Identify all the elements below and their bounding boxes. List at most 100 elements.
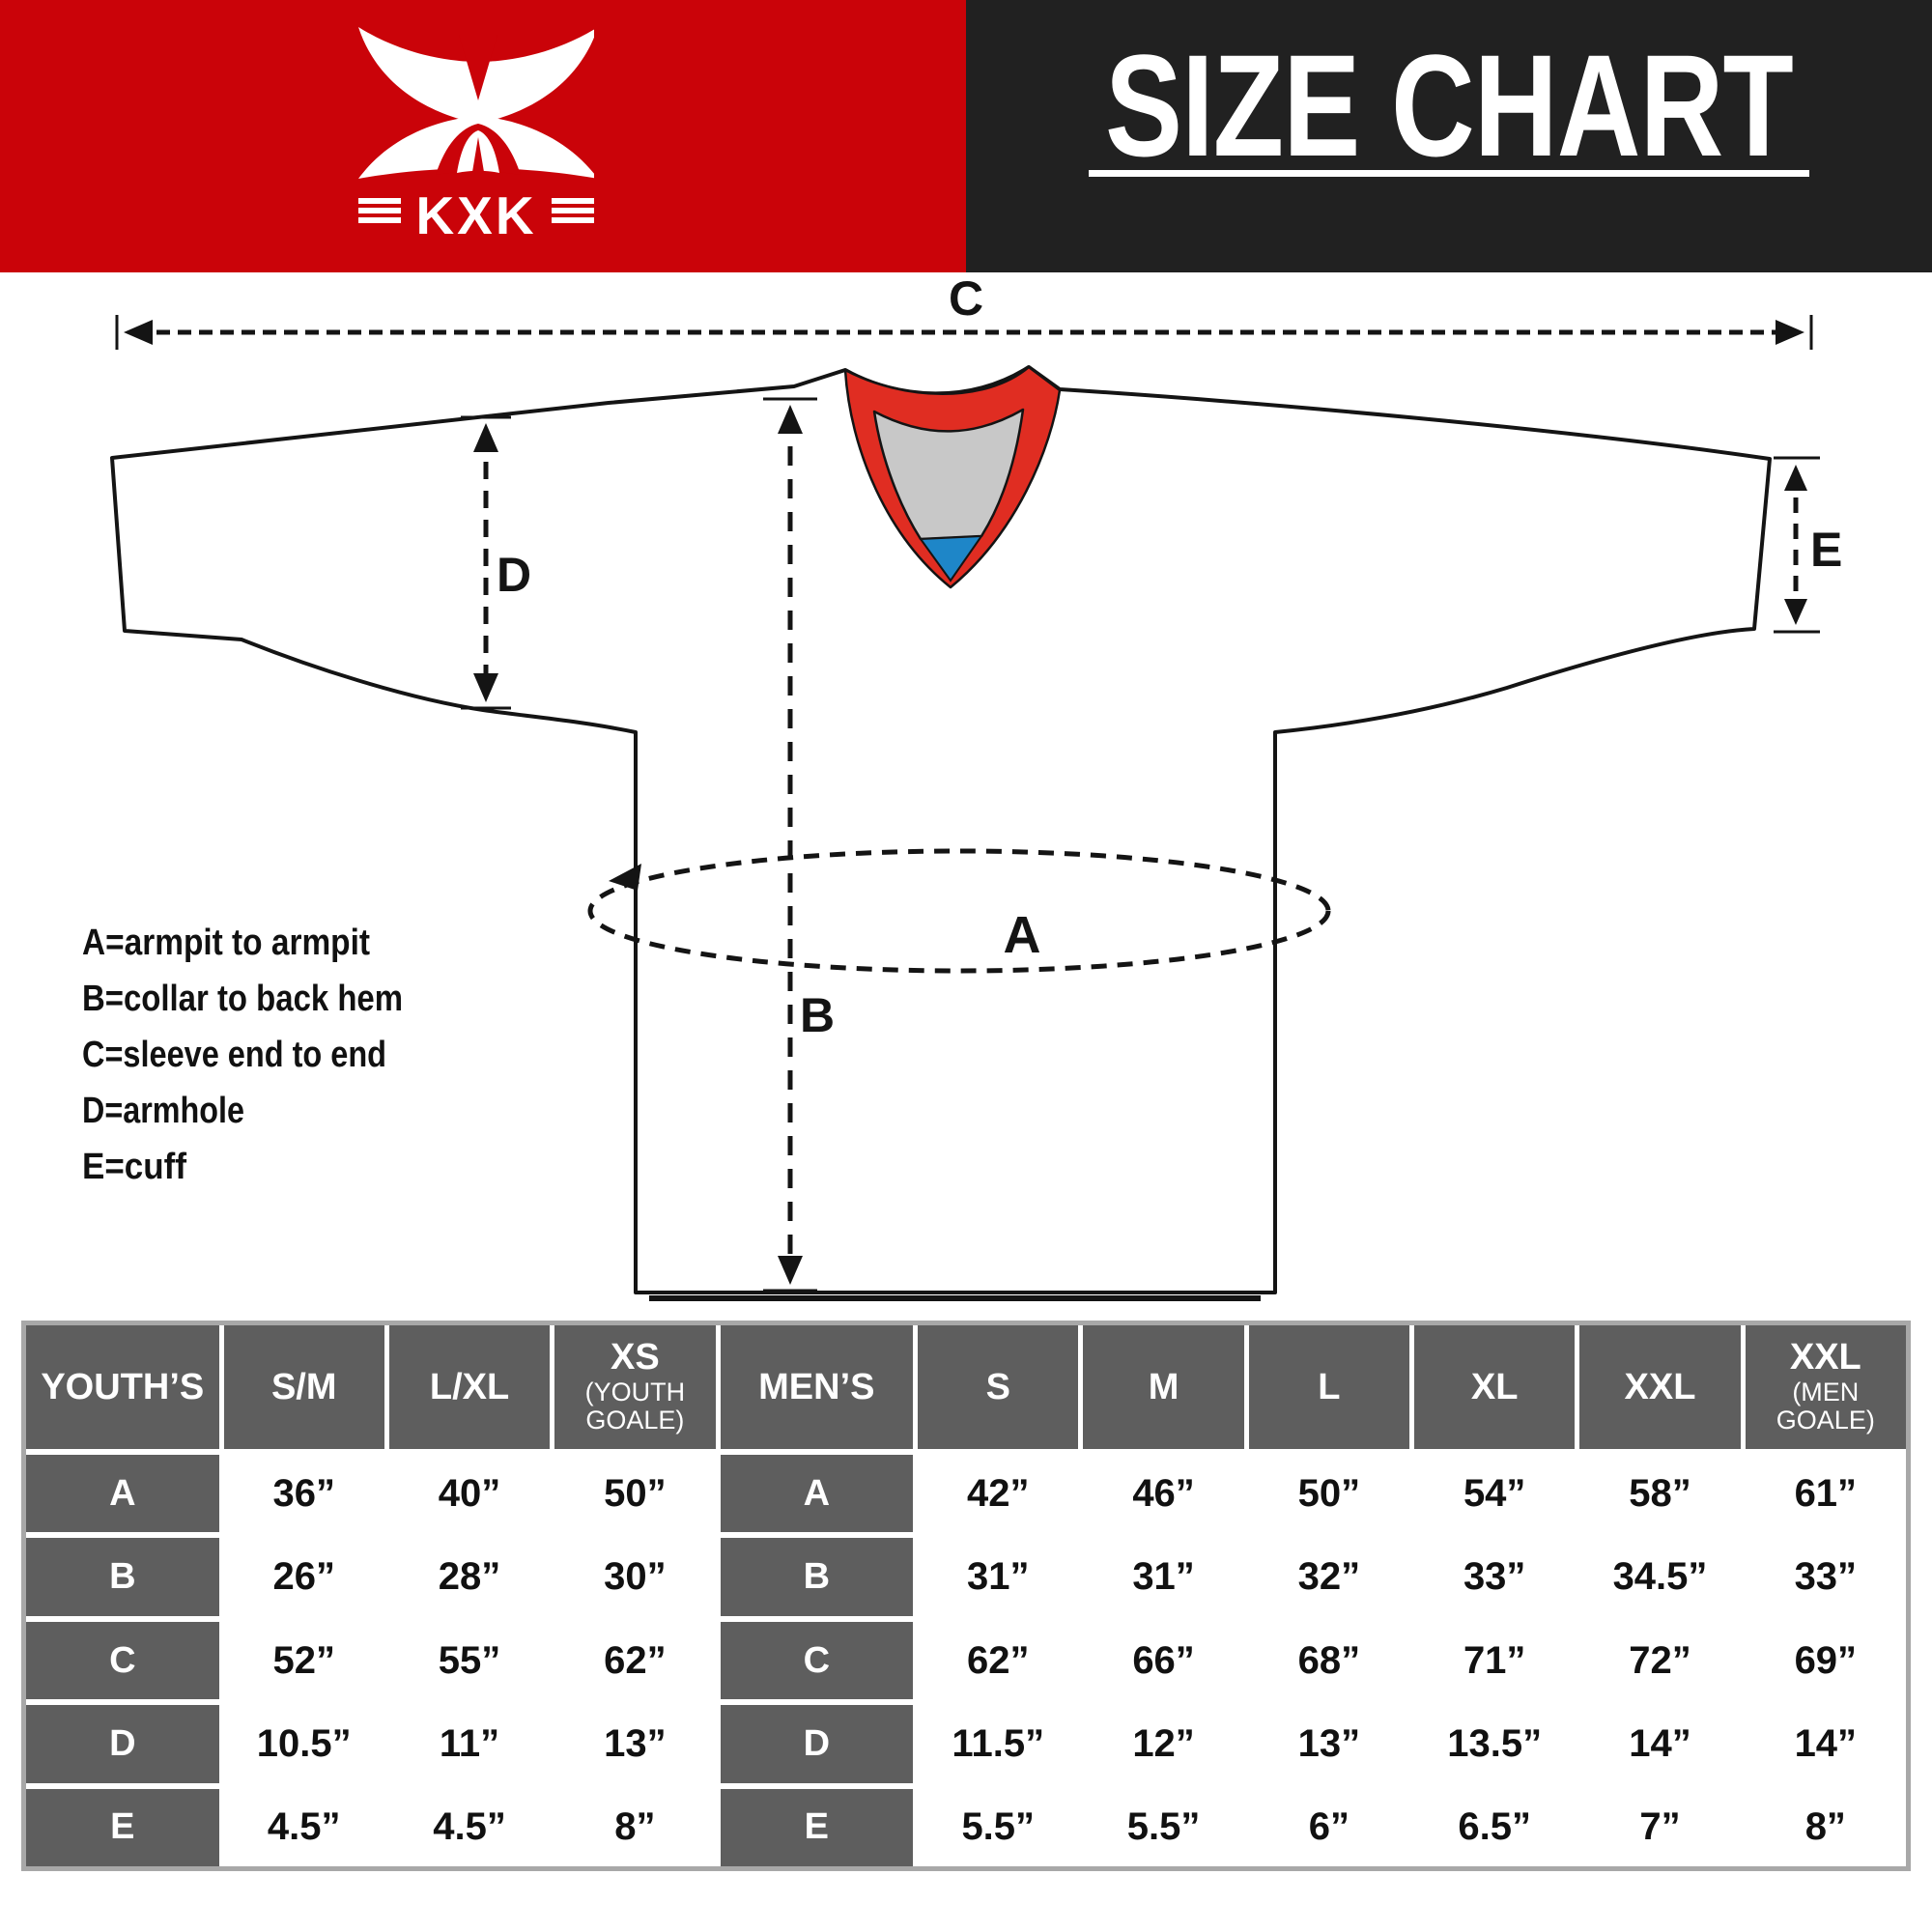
size-value-youth: 55” (388, 1621, 551, 1700)
column-header: S (918, 1325, 1079, 1449)
size-value-men: 33” (1414, 1538, 1576, 1616)
row-label-men: D (720, 1705, 914, 1783)
row-label-youth: C (26, 1621, 219, 1700)
label-d: D (497, 548, 531, 602)
legend-d: D=armhole (82, 1091, 244, 1131)
label-e: E (1810, 523, 1842, 577)
row-label-youth: D (26, 1705, 219, 1783)
size-value-youth: 13” (554, 1705, 716, 1783)
size-value-men: 66” (1083, 1621, 1244, 1700)
size-value-men: 68” (1248, 1621, 1410, 1700)
column-header: XXL (1579, 1325, 1741, 1449)
size-table: YOUTH’S S/M L/XL XS (YOUTH GOALE) MEN’S S M L XL X… (21, 1321, 1911, 1871)
row-label-youth: E (26, 1788, 219, 1867)
collar-inner-gray (872, 408, 1025, 541)
size-value-men: 11.5” (918, 1705, 1079, 1783)
legend-e: E=cuff (82, 1147, 186, 1187)
size-value-men: 5.5” (1083, 1788, 1244, 1867)
size-value-men: 33” (1745, 1538, 1906, 1616)
label-a: A (1004, 906, 1041, 964)
kxk-logo-text: KXK (415, 185, 536, 245)
size-value-youth: 4.5” (388, 1788, 551, 1867)
arrow-a-ellipse (587, 848, 1331, 974)
row-label-youth: B (26, 1538, 219, 1616)
size-value-men: 42” (918, 1455, 1079, 1533)
row-label-men: E (720, 1788, 914, 1867)
size-value-men: 61” (1745, 1455, 1906, 1533)
column-header: XL (1414, 1325, 1576, 1449)
size-value-men: 54” (1414, 1455, 1576, 1533)
column-header: YOUTH’S (26, 1325, 219, 1449)
row-label-men: A (720, 1455, 914, 1533)
size-value-youth: 52” (223, 1621, 384, 1700)
column-header: MEN’S (720, 1325, 914, 1449)
column-header: XS (YOUTH GOALE) (554, 1325, 716, 1449)
table-row: C 52” 55” 62” C 62” 66” 68” 71” 72” 69” (26, 1621, 1906, 1700)
size-value-men: 14” (1579, 1705, 1741, 1783)
size-value-men: 6” (1248, 1788, 1410, 1867)
label-b: B (800, 988, 835, 1042)
column-header: XXL (MEN GOALE) (1745, 1325, 1906, 1449)
size-value-youth: 4.5” (223, 1788, 384, 1867)
column-header: L/XL (388, 1325, 551, 1449)
page-title: SIZE CHART (1105, 24, 1794, 186)
size-value-youth: 40” (388, 1455, 551, 1533)
size-value-men: 6.5” (1414, 1788, 1576, 1867)
size-value-men: 31” (918, 1538, 1079, 1616)
size-value-youth: 8” (554, 1788, 716, 1867)
header-black-panel (966, 0, 1932, 272)
jersey-diagram: C D B E (82, 272, 1842, 1301)
size-value-men: 13.5” (1414, 1705, 1576, 1783)
column-header: L (1248, 1325, 1410, 1449)
arrow-e (1774, 456, 1820, 634)
size-value-men: 58” (1579, 1455, 1741, 1533)
size-value-men: 69” (1745, 1621, 1906, 1700)
collar-blue-insert (919, 534, 983, 582)
title-underline (1089, 170, 1809, 177)
arrow-b (763, 397, 817, 1293)
size-value-men: 62” (918, 1621, 1079, 1700)
collar (843, 365, 1062, 589)
size-value-men: 8” (1745, 1788, 1906, 1867)
row-label-men: C (720, 1621, 914, 1700)
size-value-youth: 36” (223, 1455, 384, 1533)
size-value-men: 7” (1579, 1788, 1741, 1867)
column-header: M (1083, 1325, 1244, 1449)
column-header: S/M (223, 1325, 384, 1449)
size-value-men: 34.5” (1579, 1538, 1741, 1616)
table-row: E 4.5” 4.5” 8” E 5.5” 5.5” 6” 6.5” 7” 8” (26, 1788, 1906, 1867)
kxk-logo-bars-icon (358, 198, 594, 223)
size-value-youth: 28” (388, 1538, 551, 1616)
size-value-youth: 62” (554, 1621, 716, 1700)
size-value-youth: 11” (388, 1705, 551, 1783)
size-value-men: 14” (1745, 1705, 1906, 1783)
size-value-men: 32” (1248, 1538, 1410, 1616)
size-value-men: 12” (1083, 1705, 1244, 1783)
size-value-youth: 30” (554, 1538, 716, 1616)
row-label-men: B (720, 1538, 914, 1616)
table-header-row: YOUTH’S S/M L/XL XS (YOUTH GOALE) MEN’S S M L XL X… (26, 1325, 1906, 1449)
legend-b: B=collar to back hem (82, 979, 403, 1019)
size-value-men: 50” (1248, 1455, 1410, 1533)
size-value-men: 72” (1579, 1621, 1741, 1700)
arrow-d (461, 415, 511, 710)
size-value-men: 31” (1083, 1538, 1244, 1616)
table-row: A 36” 40” 50” A 42” 46” 50” 54” 58” 61” (26, 1455, 1906, 1533)
arrow-c (115, 315, 1813, 350)
size-value-men: 46” (1083, 1455, 1244, 1533)
table-row: D 10.5” 11” 13” D 11.5” 12” 13” 13.5” 14” 14” (26, 1705, 1906, 1783)
measurement-legend: A=armpit to armpit B=collar to back hem … (82, 923, 403, 1187)
kxk-logo-glyph-icon (358, 27, 594, 179)
size-value-men: 71” (1414, 1621, 1576, 1700)
size-value-youth: 50” (554, 1455, 716, 1533)
label-c: C (949, 272, 983, 326)
size-value-men: 13” (1248, 1705, 1410, 1783)
row-label-youth: A (26, 1455, 219, 1533)
size-value-youth: 10.5” (223, 1705, 384, 1783)
legend-c: C=sleeve end to end (82, 1035, 386, 1075)
size-value-youth: 26” (223, 1538, 384, 1616)
kxk-logo: KXK (358, 27, 594, 245)
table-row: B 26” 28” 30” B 31” 31” 32” 33” 34.5” 33” (26, 1538, 1906, 1616)
size-value-men: 5.5” (918, 1788, 1079, 1867)
